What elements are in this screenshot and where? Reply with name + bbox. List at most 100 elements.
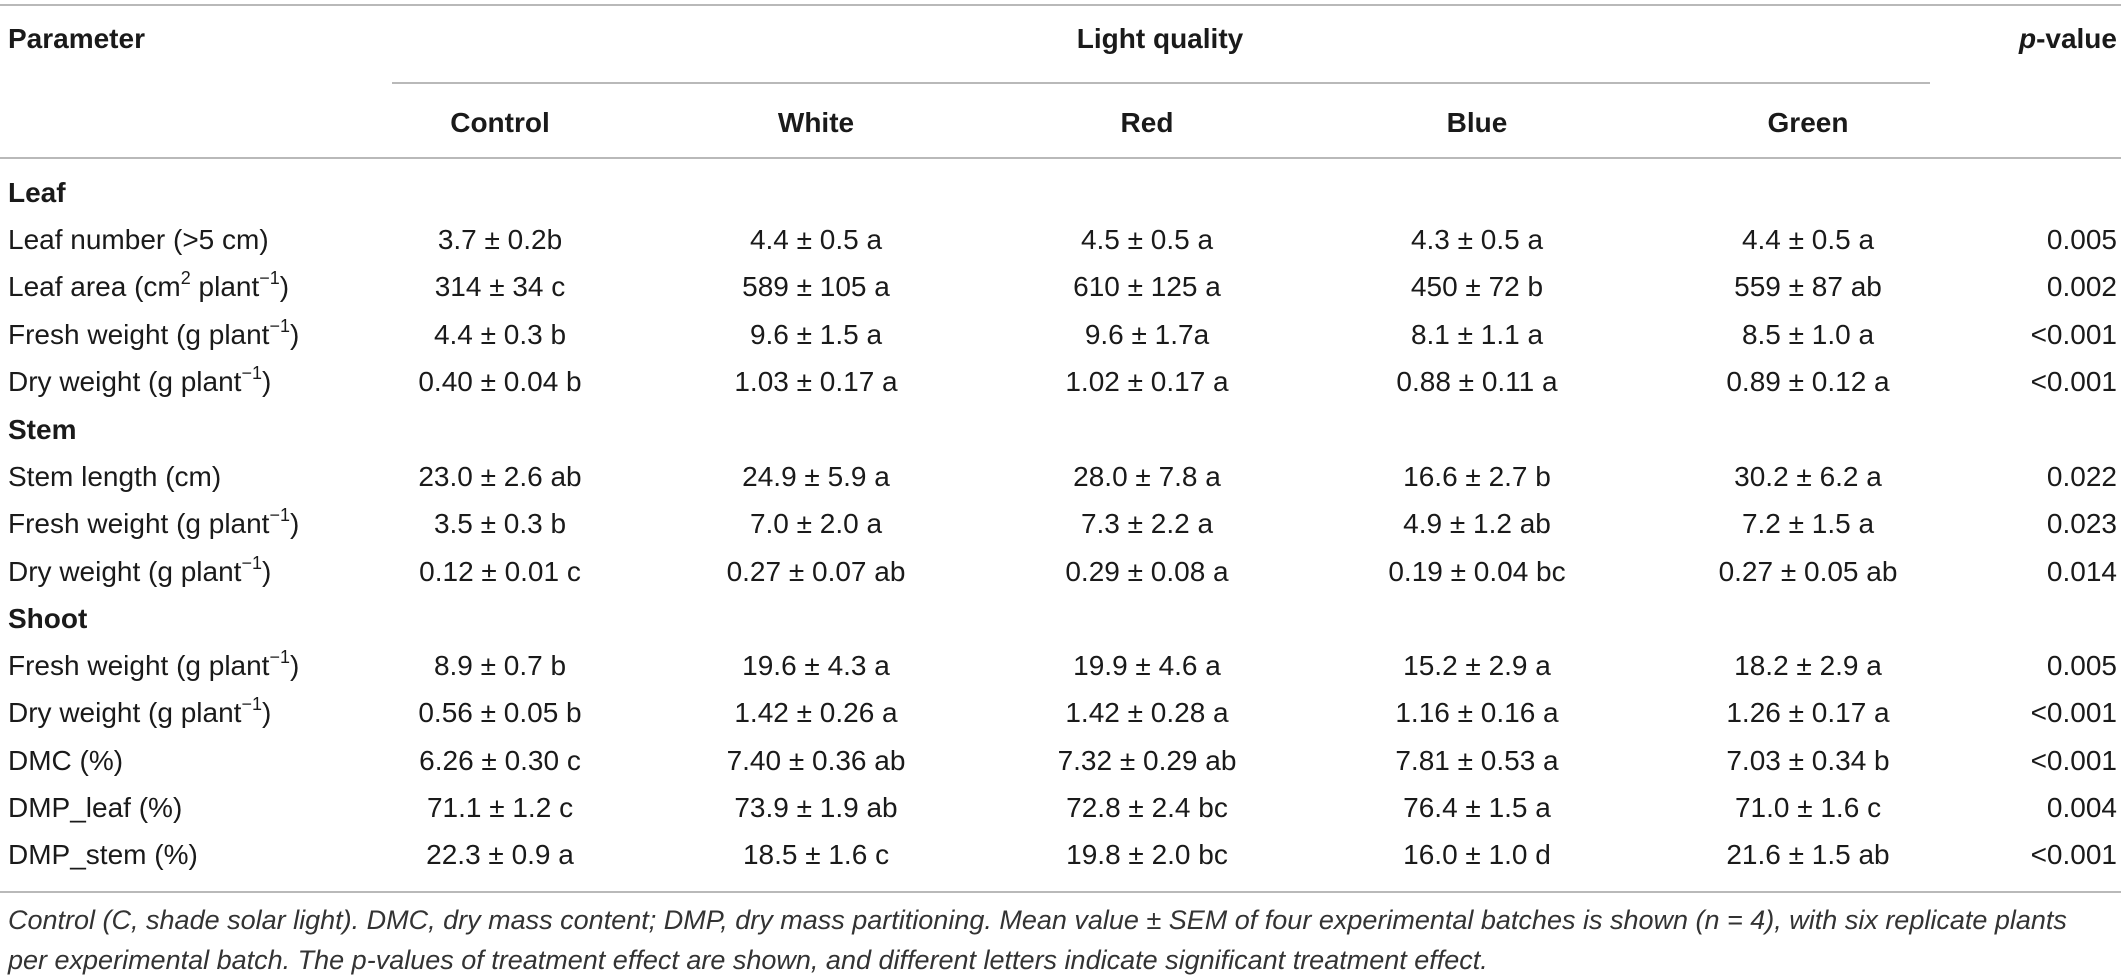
table-cell: 4.9 ± 1.2 ab <box>1403 508 1551 540</box>
label-text: ) <box>261 555 272 587</box>
table-footnote: Control (C, shade solar light). DMC, dry… <box>8 905 2067 975</box>
table-cell: 4.4 ± 0.5 a <box>749 224 883 255</box>
p-value-cell: <0.001 <box>2030 744 2117 776</box>
unit-superscript: −1 <box>269 315 290 336</box>
table-cell: 7.03 ± 0.34 b <box>1726 744 1890 776</box>
row-label: DMP_leaf (%) <box>8 791 183 823</box>
table-cell: 76.4 ± 1.5 a <box>1403 791 1551 823</box>
row-label: DMC (%) <box>8 744 124 776</box>
table-cell: 0.12 ± 0.01 c <box>419 555 581 587</box>
table-cell: 0.27 ± 0.05 ab <box>1718 555 1898 587</box>
table-cell: 19.9 ± 4.6 a <box>1073 650 1221 681</box>
p-value-cell: <0.001 <box>2030 839 2117 871</box>
table-cell: 9.6 ± 1.7a <box>1084 318 1210 350</box>
p-value-cell: 0.002 <box>2046 271 2117 303</box>
table-cell: 6.26 ± 0.30 c <box>419 744 581 776</box>
table-cell: 16.6 ± 2.7 b <box>1403 461 1551 492</box>
table-cell: 1.02 ± 0.17 a <box>1065 365 1229 397</box>
table-cell: 1.42 ± 0.28 a <box>1065 697 1229 729</box>
unit-superscript: −1 <box>241 694 262 715</box>
label-text: ) <box>290 318 300 350</box>
p-value-cell: 0.023 <box>2046 508 2117 540</box>
table-cell: 0.29 ± 0.08 a <box>1065 555 1229 587</box>
p-value-cell: 0.005 <box>2046 650 2117 681</box>
table-cell: 4.4 ± 0.5 a <box>1741 224 1875 255</box>
row-label: Fresh weight (g plant−1) <box>8 315 299 355</box>
column-header-control: Control <box>450 107 550 138</box>
table-cell: 589 ± 105 a <box>742 271 890 303</box>
label-text: ) <box>279 271 290 303</box>
header-pvalue-rest: -value <box>2036 23 2117 54</box>
table-row: Fresh weight (g plant−1) 4.4 ± 0.3 b 9.6 ±… <box>0 315 2121 355</box>
table-cell: 18.5 ± 1.6 c <box>742 839 890 871</box>
label-text: ) <box>261 365 272 397</box>
row-label: Leaf number (>5 cm) <box>8 224 269 255</box>
table-row: Stem length (cm) 23.0 ± 2.6 ab 24.9 ± 5.9 … <box>0 457 2121 497</box>
label-text: Fresh weight (g plant <box>8 508 270 540</box>
table-cell: 30.2 ± 6.2 a <box>1734 461 1882 492</box>
table-cell: 19.6 ± 4.3 a <box>742 650 890 681</box>
table-cell: 3.7 ± 0.2b <box>437 224 563 255</box>
bottom-rule <box>0 891 2121 893</box>
p-value-cell: <0.001 <box>2030 365 2117 397</box>
table-cell: 16.0 ± 1.0 d <box>1403 839 1551 871</box>
table-cell: 0.19 ± 0.04 bc <box>1388 555 1566 587</box>
label-text: ) <box>261 697 272 729</box>
table-cell: 71.0 ± 1.6 c <box>1734 791 1882 823</box>
row-label: Dry weight (g plant−1) <box>8 362 271 402</box>
table-row: Dry weight (g plant−1) 0.40 ± 0.04 b 1.03 … <box>0 362 2121 402</box>
table-cell: 4.5 ± 0.5 a <box>1080 224 1214 255</box>
label-text: Dry weight (g plant <box>8 697 242 729</box>
table-cell: 23.0 ± 2.6 ab <box>418 461 582 492</box>
column-header-green: Green <box>1767 107 1849 138</box>
table-cell: 21.6 ± 1.5 ab <box>1726 839 1890 871</box>
column-header-blue: Blue <box>1446 107 1508 138</box>
table-row: Dry weight (g plant−1) 0.12 ± 0.01 c 0.27 … <box>0 552 2121 592</box>
section-title: Stem <box>8 414 77 445</box>
row-label: Stem length (cm) <box>8 461 222 492</box>
label-text: Leaf area (cm <box>8 271 181 303</box>
unit-superscript: −1 <box>241 362 262 383</box>
table-cell: 1.03 ± 0.17 a <box>734 365 898 397</box>
section-title: Leaf <box>8 177 66 208</box>
p-value-cell: 0.004 <box>2046 791 2117 823</box>
table-cell: 8.9 ± 0.7 b <box>433 650 567 681</box>
table-row: Fresh weight (g plant−1) 8.9 ± 0.7 b 19.6 … <box>0 646 2121 686</box>
p-value-cell: <0.001 <box>2030 318 2117 350</box>
table-cell: 610 ± 125 a <box>1073 271 1221 303</box>
p-value-cell: 0.022 <box>2046 461 2117 492</box>
table-cell: 314 ± 34 c <box>434 271 566 303</box>
table-row: DMC (%) 6.26 ± 0.30 c 7.40 ± 0.36 ab 7.32 ±… <box>0 741 2121 781</box>
row-label: DMP_stem (%) <box>8 839 198 871</box>
row-label: Dry weight (g plant−1) <box>8 693 271 733</box>
table-cell: 7.0 ± 2.0 a <box>749 508 883 540</box>
table-cell: 72.8 ± 2.4 bc <box>1066 791 1228 823</box>
unit-superscript: −1 <box>269 647 290 667</box>
table-cell: 28.0 ± 7.8 a <box>1073 461 1221 492</box>
table-cell: 4.4 ± 0.3 b <box>433 318 567 350</box>
table-cell: 7.40 ± 0.36 ab <box>726 744 906 776</box>
table-cell: 22.3 ± 0.9 a <box>426 839 574 871</box>
table-cell: 3.5 ± 0.3 b <box>433 508 567 540</box>
header-pvalue: p-value <box>2019 22 2117 56</box>
table-cell: 0.56 ± 0.05 b <box>418 697 582 729</box>
label-text: ) <box>290 650 300 681</box>
table-cell: 15.2 ± 2.9 a <box>1403 650 1551 681</box>
table-row: DMP_leaf (%) 71.1 ± 1.2 c 73.9 ± 1.9 ab 72.… <box>0 788 2121 828</box>
table-cell: 450 ± 72 b <box>1410 271 1544 303</box>
table-cell: 7.2 ± 1.5 a <box>1741 508 1875 540</box>
table-cell: 7.3 ± 2.2 a <box>1080 508 1214 540</box>
group-rule <box>392 82 1930 84</box>
row-label: Dry weight (g plant−1) <box>8 552 271 592</box>
table-cell: 7.81 ± 0.53 a <box>1395 744 1559 776</box>
table-cell: 73.9 ± 1.9 ab <box>734 791 898 823</box>
table-cell: 71.1 ± 1.2 c <box>426 791 574 823</box>
row-label: Fresh weight (g plant−1) <box>8 504 299 544</box>
column-header-white: White <box>777 107 855 138</box>
section-title: Shoot <box>8 603 88 634</box>
table-row: Leaf area (cm2 plant−1) 314 ± 34 c 589 ± 1… <box>0 267 2121 307</box>
label-text: ) <box>290 508 300 540</box>
table-row: Fresh weight (g plant−1) 3.5 ± 0.3 b 7.0 ±… <box>0 504 2121 544</box>
header-pvalue-italic: p <box>2018 23 2037 54</box>
